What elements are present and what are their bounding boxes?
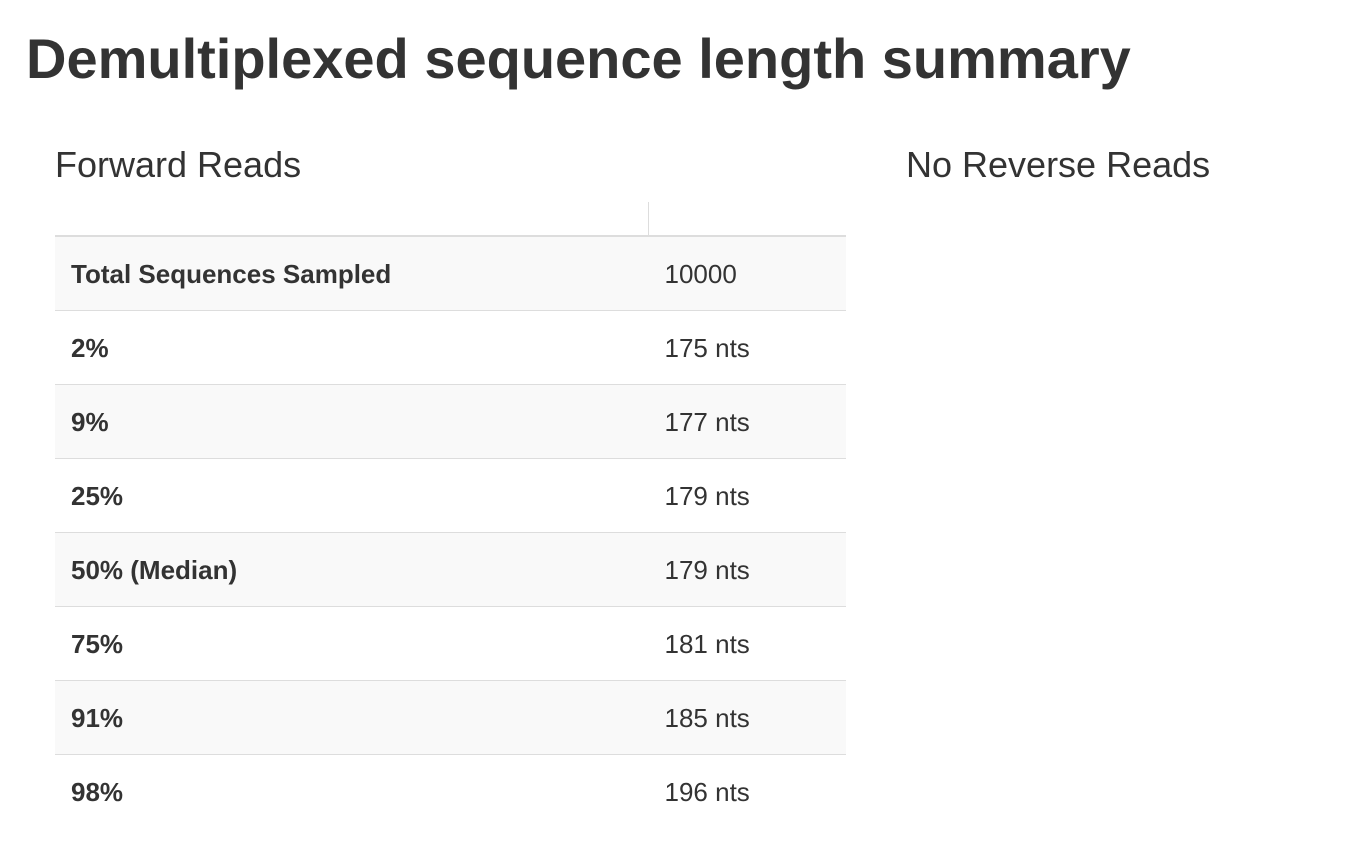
row-label: Total Sequences Sampled	[55, 236, 649, 311]
table-row: 25% 179 nts	[55, 458, 846, 533]
forward-reads-table: Total Sequences Sampled 10000 2% 175 nts…	[55, 202, 846, 828]
row-label: 98%	[55, 754, 649, 828]
row-label: 25%	[55, 458, 649, 533]
row-value: 185 nts	[648, 680, 846, 755]
row-value: 179 nts	[648, 458, 846, 533]
table-row: 98% 196 nts	[55, 754, 846, 828]
column-header-value	[648, 202, 846, 237]
table-row: 9% 177 nts	[55, 384, 846, 459]
row-value: 196 nts	[648, 754, 846, 828]
row-value: 175 nts	[648, 310, 846, 385]
table-header-row	[55, 202, 846, 237]
table-row: 75% 181 nts	[55, 606, 846, 681]
row-label: 91%	[55, 680, 649, 755]
row-label: 75%	[55, 606, 649, 681]
row-value: 181 nts	[648, 606, 846, 681]
forward-reads-heading: Forward Reads	[55, 144, 302, 185]
row-label: 9%	[55, 384, 649, 459]
row-label: 50% (Median)	[55, 532, 649, 607]
table-row: 91% 185 nts	[55, 680, 846, 755]
reverse-reads-heading: No Reverse Reads	[906, 144, 1211, 185]
page-title: Demultiplexed sequence length summary	[26, 27, 1131, 90]
row-label: 2%	[55, 310, 649, 385]
table-row: 50% (Median) 179 nts	[55, 532, 846, 607]
table-row: 2% 175 nts	[55, 310, 846, 385]
table-row: Total Sequences Sampled 10000	[55, 236, 846, 311]
row-value: 10000	[648, 236, 846, 311]
row-value: 177 nts	[648, 384, 846, 459]
column-header-label	[55, 202, 649, 237]
row-value: 179 nts	[648, 532, 846, 607]
